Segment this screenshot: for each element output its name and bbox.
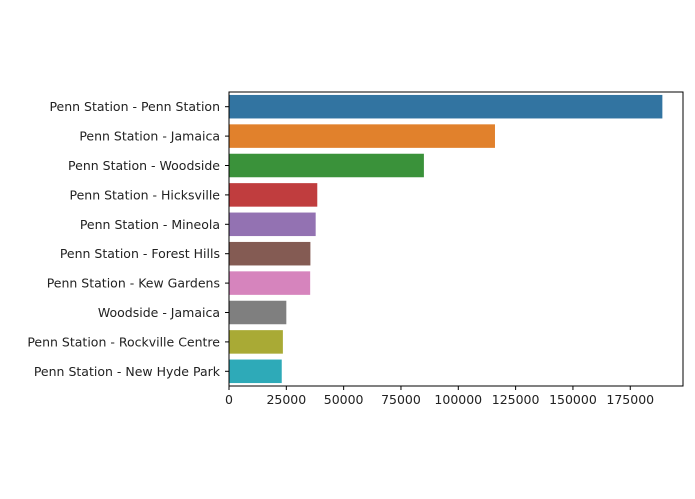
bar (229, 183, 318, 207)
bar (229, 124, 495, 148)
bars-group (229, 94, 663, 384)
bar (229, 300, 287, 325)
bar (229, 241, 311, 266)
axes-frame (228, 91, 684, 387)
x-tick-label: 25000 (266, 392, 306, 407)
x-tick-label: 100000 (434, 392, 482, 407)
x-tick-label: 0 (225, 392, 233, 407)
category-label: Woodside - Jamaica (98, 305, 220, 320)
x-tick-label: 175000 (606, 392, 654, 407)
category-label: Penn Station - Kew Gardens (47, 276, 220, 291)
category-label: Penn Station - Woodside (68, 158, 220, 173)
x-tick-label: 50000 (324, 392, 364, 407)
bar (229, 359, 282, 384)
bar (229, 271, 311, 295)
category-label: Penn Station - Mineola (80, 217, 220, 232)
bar (229, 94, 663, 119)
x-ticks-group: 0 25000 50000 75000 100000 125000 150000 175000 (225, 386, 654, 407)
category-labels-group: Penn Station - Penn Station Penn Station … (27, 99, 229, 379)
x-tick-label: 125000 (492, 392, 540, 407)
category-label: Penn Station - Hicksville (69, 187, 220, 202)
category-label: Penn Station - Forest Hills (60, 246, 220, 261)
x-tick-label: 150000 (549, 392, 597, 407)
bar (229, 330, 283, 354)
x-tick-label: 75000 (381, 392, 421, 407)
category-label: Penn Station - Jamaica (79, 129, 220, 144)
category-label: Penn Station - Rockville Centre (27, 334, 220, 349)
bar (229, 153, 424, 178)
category-label: Penn Station - Penn Station (49, 99, 220, 114)
category-label: Penn Station - New Hyde Park (34, 364, 221, 379)
bar (229, 212, 316, 237)
